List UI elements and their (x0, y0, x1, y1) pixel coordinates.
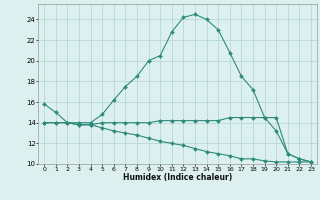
X-axis label: Humidex (Indice chaleur): Humidex (Indice chaleur) (123, 173, 232, 182)
